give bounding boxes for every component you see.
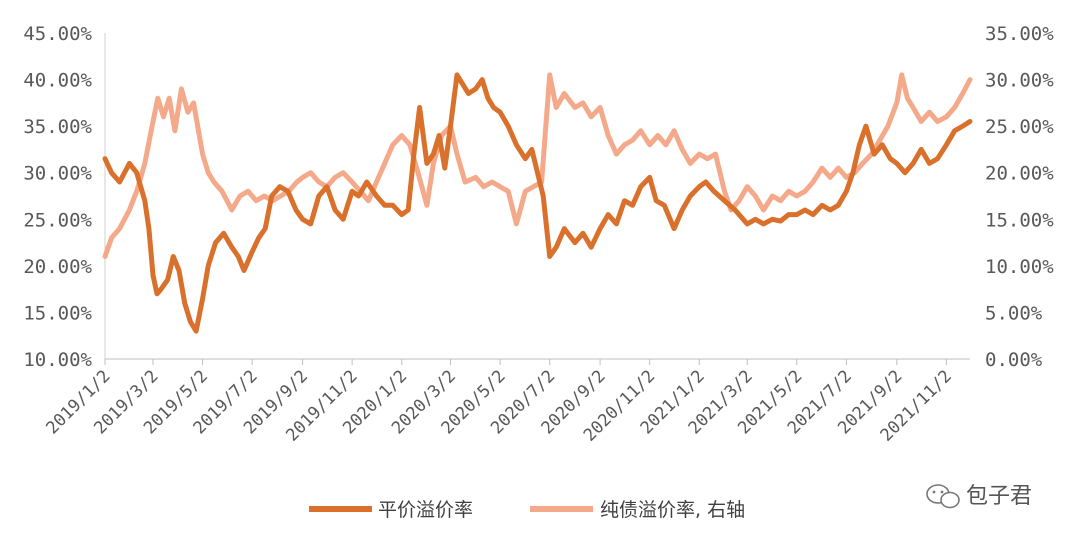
series-line-2 (102, 72, 973, 259)
y-right-tick-label: 35.00% (985, 23, 1054, 45)
series-line-1 (102, 72, 973, 334)
y-right-tick-label: 10.00% (985, 256, 1054, 278)
y-left-tick-label: 10.00% (23, 349, 92, 371)
y-right-tick-label: 0.00% (985, 349, 1043, 371)
y-right-tick-label: 15.00% (985, 209, 1054, 231)
legend-label-series-1: 平价溢价率 (378, 499, 473, 521)
y-left-tick-label: 40.00% (23, 70, 92, 92)
watermark: 包子君 (926, 484, 1032, 509)
watermark-text: 包子君 (966, 484, 1032, 509)
y-left-tick-label: 15.00% (23, 302, 92, 324)
y-right-tick-label: 5.00% (985, 302, 1043, 324)
y-left-tick-label: 45.00% (23, 23, 92, 45)
y-left-tick-label: 35.00% (23, 116, 92, 138)
y-left-tick-label: 25.00% (23, 209, 92, 231)
y-right-tick-label: 20.00% (985, 163, 1054, 185)
legend-label-series-2: 纯债溢价率, 右轴 (600, 499, 745, 521)
x-axis: 2019/1/22019/3/22019/5/22019/7/22019/9/2… (42, 359, 956, 446)
wechat-icon (926, 484, 960, 509)
y-right-tick-label: 25.00% (985, 116, 1054, 138)
y-left-tick-label: 30.00% (23, 163, 92, 185)
y-axis-right: 0.00% 5.00% 10.00% 15.00% 20.00% 25.00% 30.00%… (985, 23, 1054, 371)
y-right-tick-label: 30.00% (985, 70, 1054, 92)
y-left-tick-label: 20.00% (23, 256, 92, 278)
series-layer (102, 72, 973, 334)
y-axis-left: 10.00% 15.00% 20.00% 25.00% 30.00% 35.00% 40.0… (23, 23, 92, 371)
legend: 平价溢价率 纯债溢价率, 右轴 (309, 499, 745, 521)
